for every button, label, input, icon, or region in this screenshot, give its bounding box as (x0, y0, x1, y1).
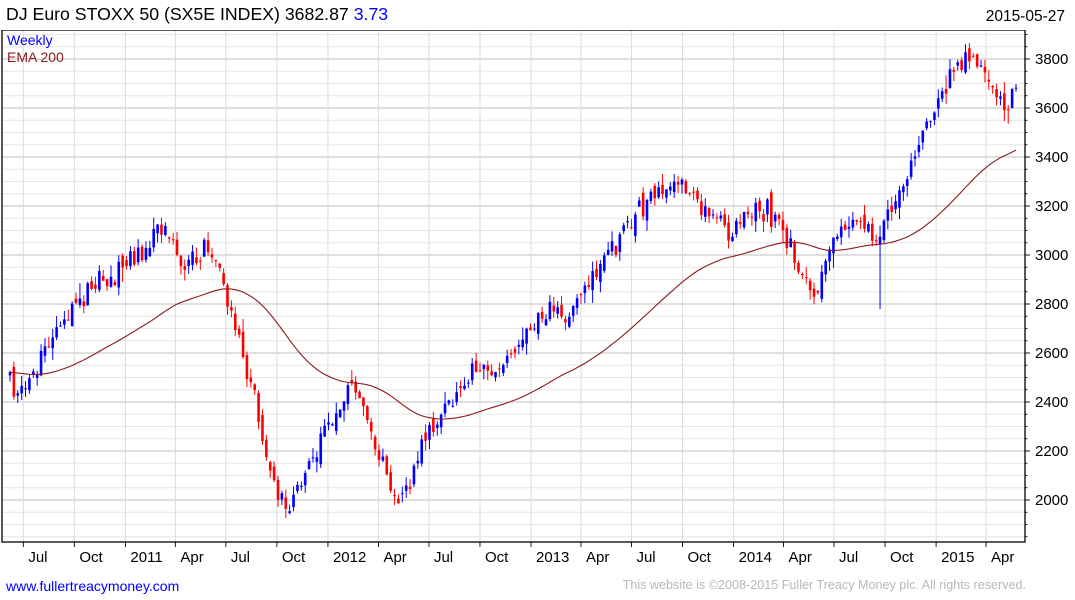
svg-text:Apr: Apr (586, 549, 609, 566)
svg-text:Jul: Jul (231, 549, 250, 566)
svg-text:Oct: Oct (485, 549, 509, 566)
svg-text:Jul: Jul (839, 549, 858, 566)
svg-text:3200: 3200 (1035, 198, 1068, 215)
svg-text:2011: 2011 (130, 549, 162, 566)
svg-text:2400: 2400 (1035, 394, 1068, 411)
svg-text:2800: 2800 (1035, 296, 1068, 313)
svg-text:Oct: Oct (688, 549, 712, 566)
svg-text:Apr: Apr (789, 549, 812, 566)
svg-text:Jul: Jul (28, 549, 47, 566)
svg-text:3600: 3600 (1035, 100, 1068, 117)
svg-text:Jul: Jul (636, 549, 655, 566)
svg-text:2015: 2015 (941, 549, 974, 566)
svg-text:2000: 2000 (1035, 492, 1068, 509)
svg-text:3400: 3400 (1035, 149, 1068, 166)
svg-text:Jul: Jul (434, 549, 453, 566)
svg-text:3000: 3000 (1035, 247, 1068, 264)
svg-text:3800: 3800 (1035, 51, 1068, 68)
svg-text:Oct: Oct (890, 549, 914, 566)
svg-text:2200: 2200 (1035, 443, 1068, 460)
svg-text:2012: 2012 (333, 549, 366, 566)
svg-text:2013: 2013 (536, 549, 569, 566)
svg-text:Apr: Apr (383, 549, 406, 566)
svg-text:Oct: Oct (79, 549, 103, 566)
svg-text:Apr: Apr (180, 549, 203, 566)
svg-text:Apr: Apr (991, 549, 1014, 566)
svg-text:Oct: Oct (282, 549, 306, 566)
svg-text:2014: 2014 (739, 549, 772, 566)
svg-text:2600: 2600 (1035, 345, 1068, 362)
